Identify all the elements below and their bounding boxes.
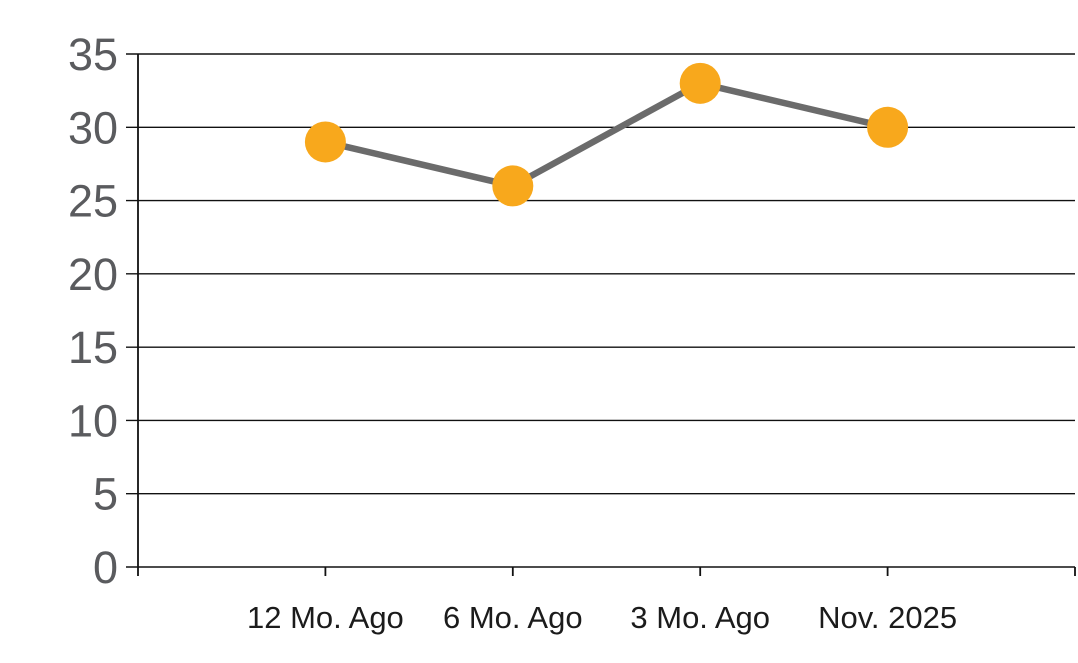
- data-point-marker: [304, 121, 346, 163]
- x-tick-label: Nov. 2025: [818, 600, 957, 635]
- y-tick-label: 5: [93, 469, 118, 520]
- x-tick-label: 6 Mo. Ago: [443, 600, 583, 635]
- y-tick-label: 35: [68, 29, 118, 80]
- x-tick-label: 12 Mo. Ago: [247, 600, 404, 635]
- series-group: [304, 62, 909, 207]
- y-tick-label: 25: [68, 176, 118, 227]
- data-point-marker: [867, 106, 909, 148]
- data-point-marker: [679, 62, 721, 104]
- y-tick-label: 20: [68, 249, 118, 300]
- y-tick-label: 10: [68, 395, 118, 446]
- data-point-marker: [492, 165, 534, 207]
- axes-group: [137, 54, 1076, 576]
- series-line: [322, 80, 891, 190]
- y-tick-label: 15: [68, 322, 118, 373]
- y-tick-label: 0: [93, 542, 118, 593]
- x-tick-label: 3 Mo. Ago: [630, 600, 770, 635]
- y-tick-label: 30: [68, 102, 118, 153]
- gridlines-group: [126, 53, 1075, 568]
- labels-group: 0 5 10 15 20 25 30 35 12 Mo. Ago 6 Mo. Ago 3 Mo. A…: [68, 29, 957, 635]
